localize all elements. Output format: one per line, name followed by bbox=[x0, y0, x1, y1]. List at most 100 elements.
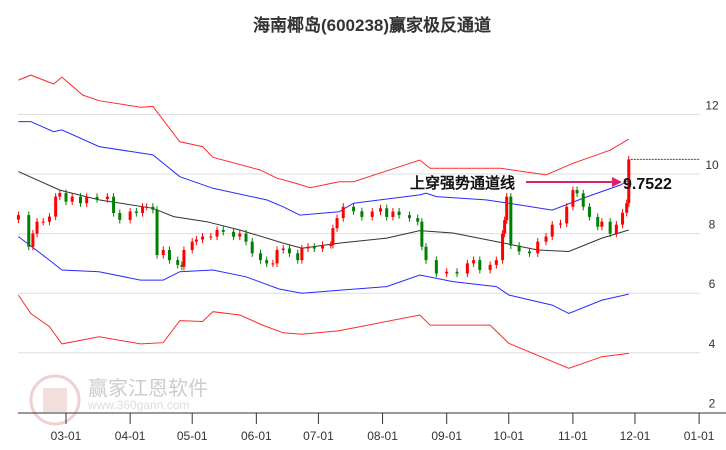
candle-body bbox=[194, 239, 198, 242]
candle-body bbox=[54, 196, 58, 217]
candle-body bbox=[370, 211, 374, 217]
y-tick-label: 12 bbox=[705, 98, 719, 112]
candle-body bbox=[472, 260, 476, 264]
candle-body bbox=[306, 246, 310, 249]
candle-body bbox=[465, 263, 469, 274]
candle-body bbox=[118, 213, 122, 220]
candle-body bbox=[627, 159, 631, 204]
annotation-value: 9.7522 bbox=[623, 176, 672, 193]
y-tick-label: 8 bbox=[709, 218, 716, 232]
annotation: 上穿强势通道线 9.7522 bbox=[410, 174, 672, 193]
band-upper_outer bbox=[18, 74, 630, 189]
y-tick-label: 10 bbox=[705, 158, 719, 172]
candle-body bbox=[614, 224, 618, 234]
x-tick-label: 06-01 bbox=[241, 429, 272, 443]
candle-body bbox=[407, 215, 411, 219]
candle-body bbox=[238, 233, 242, 237]
candle-body bbox=[596, 216, 600, 227]
x-tick-label: 10-01 bbox=[493, 429, 524, 443]
x-tick-label: 11-01 bbox=[558, 429, 588, 443]
candle-body bbox=[47, 216, 51, 222]
candle-body bbox=[16, 215, 20, 220]
candle-body bbox=[571, 190, 575, 207]
candle-body bbox=[141, 206, 145, 214]
candle-body bbox=[271, 263, 275, 265]
candle-body bbox=[281, 248, 285, 250]
candle-body bbox=[155, 209, 159, 256]
candle-body bbox=[558, 223, 562, 225]
candle-body bbox=[488, 264, 492, 270]
candle-body bbox=[275, 249, 279, 264]
candle-body bbox=[35, 221, 39, 234]
candle-body bbox=[41, 221, 45, 223]
candle-body bbox=[70, 196, 74, 202]
candle-body bbox=[167, 249, 171, 261]
candle-body bbox=[312, 246, 316, 249]
candle-body bbox=[335, 218, 339, 229]
candle-body bbox=[232, 231, 236, 237]
candle-body bbox=[565, 206, 569, 224]
candle-body bbox=[587, 206, 591, 217]
watermark-seal-square bbox=[43, 388, 67, 412]
candle-body bbox=[300, 248, 304, 261]
candle-body bbox=[209, 236, 213, 238]
chart-title: 海南椰岛(600238)赢家极反通道 bbox=[253, 15, 491, 35]
candle-body bbox=[64, 193, 68, 202]
candle-body bbox=[434, 260, 438, 274]
y-tick-label: 4 bbox=[709, 337, 716, 351]
band-lower_outer bbox=[17, 294, 629, 369]
band-upper_inner bbox=[18, 121, 630, 216]
candle-body bbox=[536, 241, 540, 254]
candle-body bbox=[31, 233, 35, 247]
candle-body bbox=[329, 244, 333, 246]
watermark-brand: 赢家江恩软件 bbox=[88, 377, 208, 400]
x-tick-label: 04-01 bbox=[115, 429, 146, 443]
candle-body bbox=[600, 221, 604, 227]
candle-body bbox=[621, 212, 625, 225]
candle-body bbox=[244, 233, 248, 242]
y-tick-label: 2 bbox=[709, 396, 716, 410]
candle-body bbox=[455, 271, 459, 274]
candle-body bbox=[78, 196, 82, 204]
candle-body bbox=[201, 236, 205, 240]
candle-body bbox=[391, 211, 395, 217]
arrow-head-icon bbox=[612, 177, 622, 187]
candle-body bbox=[550, 224, 554, 237]
candle-body bbox=[105, 196, 109, 200]
candle-body bbox=[182, 249, 186, 267]
watermark-url: www.360gann.com bbox=[87, 398, 189, 412]
watermark: 赢家江恩软件 www.360gann.com bbox=[29, 374, 208, 426]
candle-body bbox=[360, 211, 364, 217]
annotation-label: 上穿强势通道线 bbox=[410, 174, 515, 192]
band-lower_inner bbox=[18, 236, 629, 315]
candle-body bbox=[161, 249, 165, 256]
candle-body bbox=[265, 260, 269, 264]
candle-body bbox=[397, 211, 401, 216]
candle-body bbox=[341, 206, 345, 219]
candle-body bbox=[151, 206, 155, 210]
candle-body bbox=[509, 196, 513, 246]
watermark-seal bbox=[29, 374, 81, 426]
candle-body bbox=[258, 253, 262, 261]
candle-body bbox=[85, 196, 89, 204]
candle-body bbox=[321, 244, 325, 249]
candle-body bbox=[296, 253, 300, 261]
candle-body bbox=[445, 271, 449, 274]
candle-body bbox=[112, 196, 116, 214]
candle-body bbox=[176, 260, 180, 265]
x-tick-label: 01-01 bbox=[684, 429, 715, 443]
x-tick-label: 09-01 bbox=[431, 429, 462, 443]
candle-body bbox=[575, 190, 579, 194]
candle-body bbox=[352, 206, 356, 212]
candle-body bbox=[544, 236, 548, 242]
candle-body bbox=[128, 211, 132, 220]
candle-body bbox=[478, 260, 482, 270]
candle-body bbox=[625, 203, 629, 213]
candle-body bbox=[190, 241, 194, 250]
candle-body bbox=[424, 246, 428, 261]
candle-body bbox=[378, 208, 382, 212]
x-tick-label: 08-01 bbox=[367, 429, 398, 443]
candle-body bbox=[494, 260, 498, 265]
candle-body bbox=[416, 218, 420, 222]
candle-body bbox=[180, 264, 184, 267]
